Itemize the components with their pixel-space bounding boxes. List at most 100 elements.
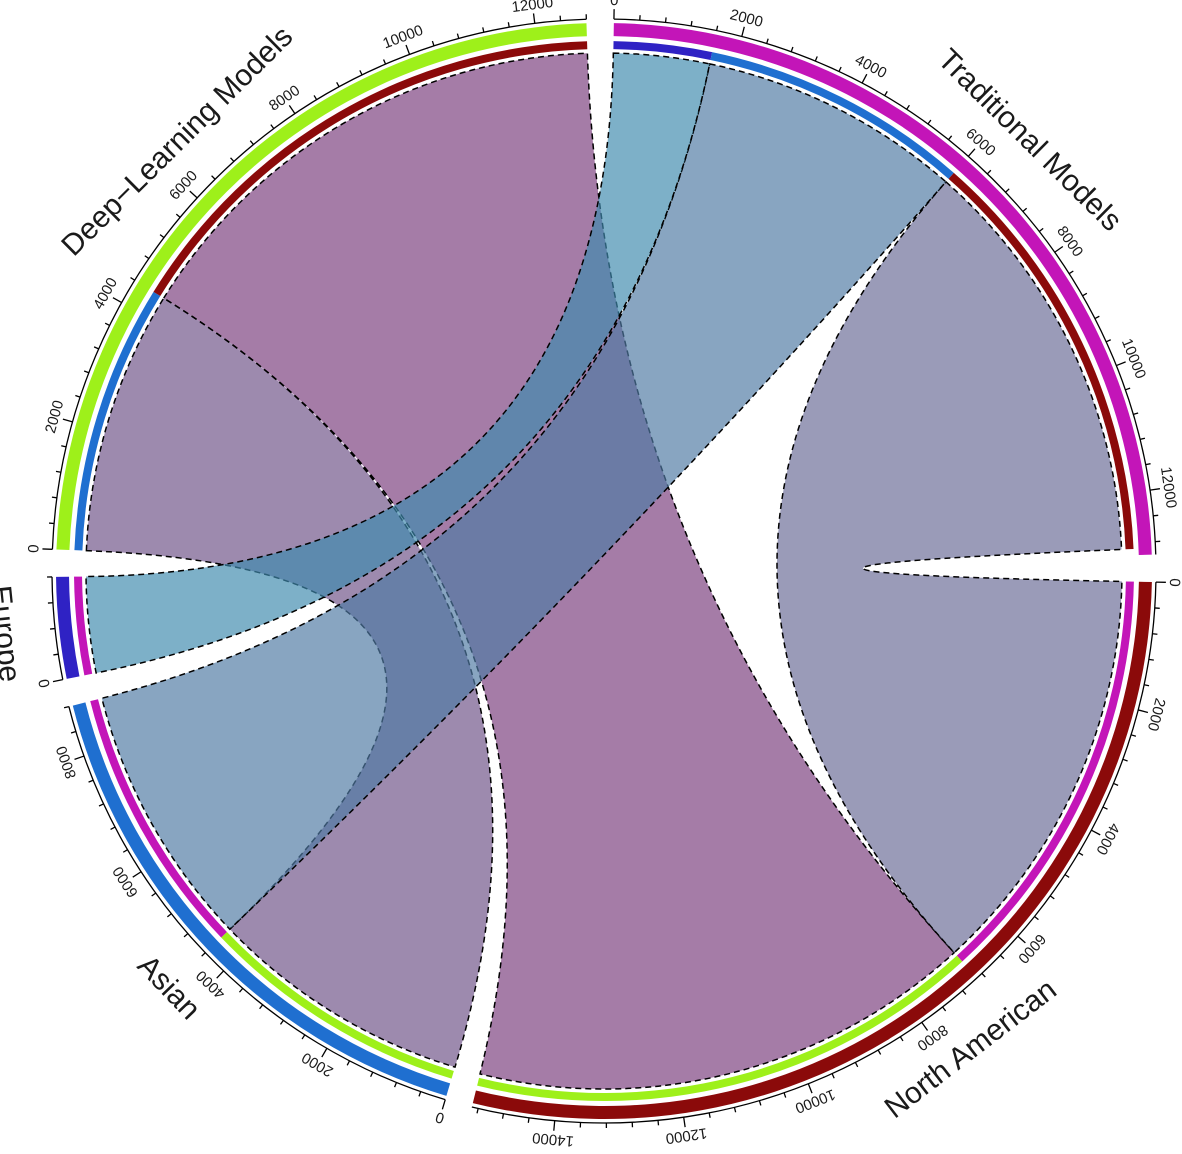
- tick-label: 6000: [962, 125, 998, 160]
- tick: [1133, 412, 1139, 416]
- tick: [370, 1071, 374, 1078]
- tick: [807, 1083, 813, 1094]
- inner-track-deep-learning-models-to-asian: [74, 291, 161, 551]
- tick: [861, 73, 868, 84]
- tick: [741, 26, 745, 37]
- tick: [183, 933, 189, 938]
- tick: [1049, 895, 1055, 900]
- tick: [1149, 488, 1161, 491]
- tick: [967, 148, 976, 157]
- tick: [405, 44, 411, 55]
- tick: [948, 135, 953, 141]
- tick: [790, 46, 794, 52]
- tick: [1102, 806, 1108, 810]
- tick: [336, 82, 340, 88]
- tick: [999, 954, 1005, 960]
- tick-label: 4000: [852, 51, 889, 82]
- tick: [130, 277, 136, 281]
- tick: [104, 322, 110, 327]
- tick-label: 2000: [728, 6, 765, 31]
- tick-label: 0: [610, 0, 619, 9]
- tick: [249, 140, 254, 145]
- tick: [683, 1117, 686, 1128]
- tick: [1152, 633, 1158, 635]
- chord-tracks: [56, 23, 1152, 1120]
- tick: [159, 234, 165, 239]
- tick: [1125, 387, 1131, 391]
- tick: [359, 70, 363, 76]
- tick: [151, 892, 157, 897]
- tick: [61, 445, 67, 448]
- tick: [527, 1117, 530, 1123]
- tick: [838, 66, 842, 72]
- tick: [927, 119, 932, 125]
- tick: [1034, 915, 1039, 921]
- tick: [98, 803, 104, 807]
- tick-label: 2000: [42, 398, 67, 435]
- tick: [230, 157, 235, 162]
- sector-track-europe: [56, 576, 80, 679]
- tick-label: 8000: [53, 744, 80, 781]
- tick: [501, 1113, 505, 1119]
- tick: [962, 990, 967, 995]
- tick: [906, 104, 910, 110]
- tick: [288, 105, 296, 115]
- tick-label: 14000: [532, 1129, 575, 1150]
- tick: [301, 1034, 306, 1040]
- tick: [321, 1048, 328, 1058]
- tick: [1130, 734, 1137, 737]
- tick: [259, 1004, 264, 1010]
- tick: [766, 38, 769, 44]
- sector-label-europe: Europe: [0, 584, 26, 684]
- axis-deep-learning-models: [51, 18, 587, 550]
- tick: [216, 970, 225, 979]
- tick: [1094, 315, 1100, 320]
- tick: [52, 679, 63, 683]
- tick: [83, 370, 90, 374]
- inner-track-europe-to-traditional-models: [74, 576, 93, 676]
- ribbon-traditional-models-to-north-american: [776, 180, 1123, 954]
- tick-label: 10000: [381, 22, 426, 53]
- tick: [1005, 188, 1010, 193]
- tick: [1148, 658, 1154, 661]
- tick: [1105, 339, 1111, 343]
- inner-track-traditional-models-to-asian: [710, 52, 954, 179]
- tick-label: 4000: [1092, 820, 1123, 857]
- chord-ribbons: [85, 52, 1123, 1090]
- tick: [55, 470, 62, 473]
- tick: [382, 59, 387, 65]
- tick: [1082, 292, 1088, 297]
- inner-track-traditional-models-to-europe: [613, 41, 713, 60]
- tick: [62, 418, 73, 423]
- tick-label: 2000: [299, 1049, 336, 1080]
- tick: [431, 40, 435, 47]
- tick: [1017, 935, 1026, 944]
- tick: [279, 1019, 284, 1025]
- tick: [456, 33, 460, 39]
- tick: [981, 972, 986, 978]
- tick: [74, 755, 85, 761]
- tick: [1068, 270, 1074, 275]
- tick: [53, 653, 59, 656]
- tick: [507, 22, 510, 28]
- tick: [1122, 758, 1128, 762]
- tick: [854, 1062, 859, 1068]
- tick: [238, 987, 244, 993]
- inner-track-north-american-to-deep-learning-models: [477, 955, 963, 1101]
- tick: [166, 913, 172, 918]
- tick-label: 12000: [511, 0, 555, 16]
- tick: [1139, 437, 1146, 441]
- tick: [532, 13, 536, 24]
- tick: [441, 1099, 446, 1110]
- tick: [814, 56, 818, 62]
- tick: [1091, 829, 1101, 836]
- tick: [49, 627, 56, 630]
- tick: [758, 1100, 762, 1106]
- tick: [144, 255, 150, 260]
- tick: [1064, 874, 1070, 878]
- tick: [476, 1108, 479, 1114]
- tick-label: 6000: [166, 167, 201, 203]
- tick-label: 4000: [90, 275, 121, 312]
- tick: [1145, 463, 1151, 466]
